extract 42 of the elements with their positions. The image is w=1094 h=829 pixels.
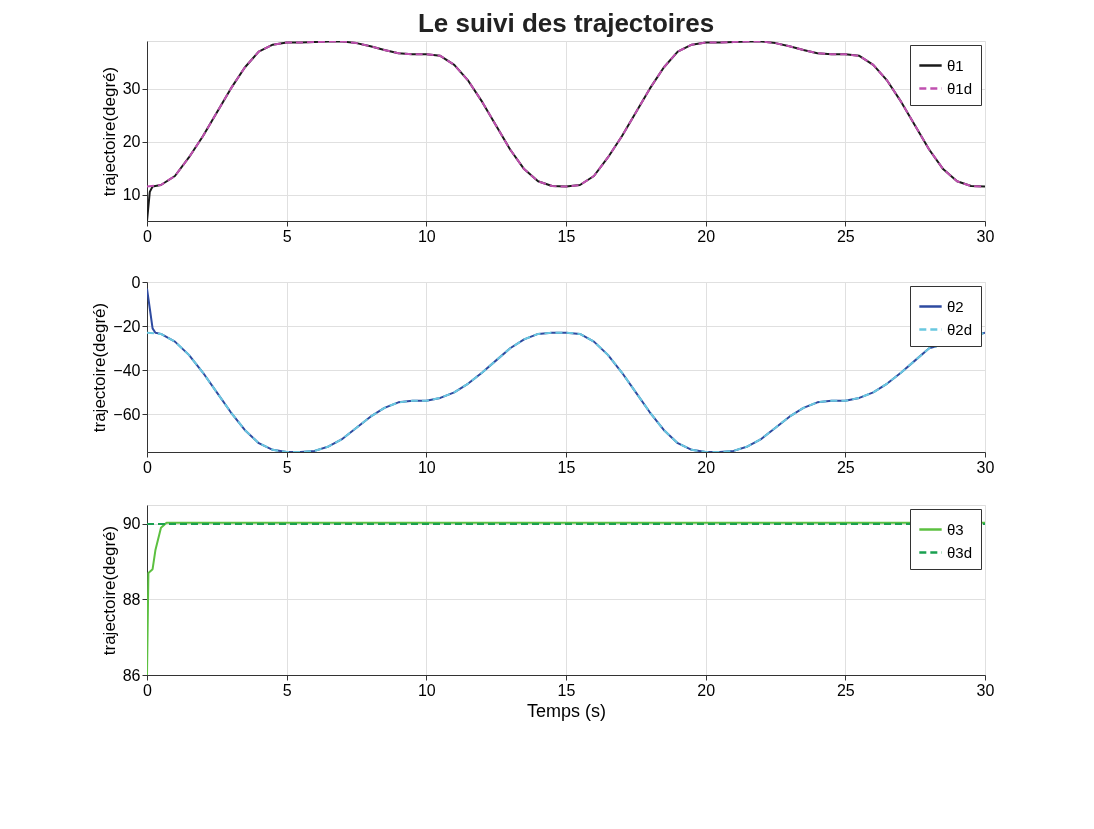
x-tick-label: 15 bbox=[557, 458, 576, 476]
legend-label: θ1 bbox=[947, 56, 964, 74]
x-tick-label: 5 bbox=[282, 681, 292, 699]
x-tick-label: 30 bbox=[976, 681, 995, 699]
y-tick-label: 86 bbox=[122, 666, 141, 684]
x-axis-title: Temps (s) bbox=[526, 700, 607, 721]
x-tick-label: 10 bbox=[417, 227, 436, 245]
legend-label: θ2 bbox=[947, 297, 964, 315]
legend-label: θ2d bbox=[947, 320, 973, 338]
x-tick-label: 0 bbox=[143, 681, 153, 699]
x-tick-label: 15 bbox=[557, 681, 576, 699]
legend-label: θ3d bbox=[947, 543, 973, 561]
x-tick-label: 20 bbox=[697, 227, 716, 245]
y-tick-label: −40 bbox=[113, 361, 141, 379]
x-tick-label: 30 bbox=[976, 227, 995, 245]
y-tick-label: 10 bbox=[122, 186, 141, 204]
y-axis-title: trajectoire(degré) bbox=[90, 302, 110, 433]
x-tick-label: 5 bbox=[282, 458, 292, 476]
legend-label: θ1d bbox=[947, 79, 973, 97]
x-tick-label: 10 bbox=[417, 681, 436, 699]
x-tick-label: 20 bbox=[697, 458, 716, 476]
x-tick-label: 5 bbox=[282, 227, 292, 245]
y-tick-label: −20 bbox=[113, 317, 141, 335]
x-tick-label: 25 bbox=[836, 458, 855, 476]
y-axis-title: trajectoire(degré) bbox=[99, 66, 119, 197]
x-tick-label: 30 bbox=[976, 458, 995, 476]
x-tick-label: 0 bbox=[143, 227, 153, 245]
x-tick-label: 20 bbox=[697, 681, 716, 699]
y-tick-label: −60 bbox=[113, 405, 141, 423]
y-tick-label: 0 bbox=[131, 273, 141, 291]
y-tick-label: 30 bbox=[122, 80, 141, 98]
x-tick-label: 25 bbox=[836, 681, 855, 699]
x-tick-label: 10 bbox=[417, 458, 436, 476]
chart-title: Le suivi des trajectoires bbox=[417, 8, 715, 38]
y-tick-label: 90 bbox=[122, 515, 141, 533]
y-tick-label: 20 bbox=[122, 133, 141, 151]
x-tick-label: 0 bbox=[143, 458, 153, 476]
legend-label: θ3 bbox=[947, 520, 964, 538]
y-tick-label: 88 bbox=[122, 590, 141, 608]
x-tick-label: 25 bbox=[836, 227, 855, 245]
x-tick-label: 15 bbox=[557, 227, 576, 245]
y-axis-title: trajectoire(degré) bbox=[99, 525, 119, 656]
